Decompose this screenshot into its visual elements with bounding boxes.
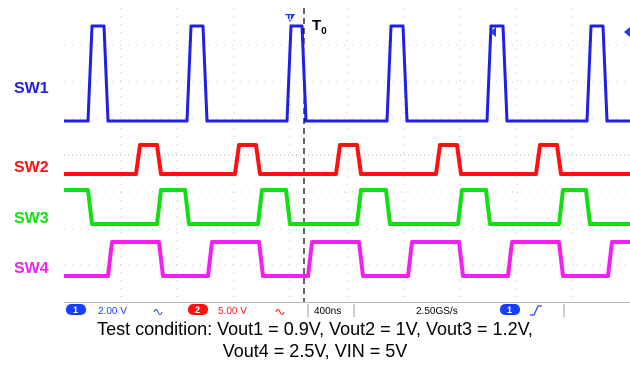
ch1-badge xyxy=(66,304,86,315)
oscilloscope-display: u T0 xyxy=(64,8,630,302)
waveform-sw3 xyxy=(64,188,630,226)
t0-label: T0 xyxy=(312,17,327,37)
trigger-readout[interactable]: 1 xyxy=(500,304,542,316)
trigger-arrow-icon xyxy=(285,14,295,22)
caption-line-2: Vout4 = 2.5V, VIN = 5V xyxy=(222,341,408,361)
waveform-sw4 xyxy=(64,240,630,278)
ch1-number: 1 xyxy=(73,305,78,315)
horizontal-position-arrow-icon xyxy=(490,27,496,37)
waveform-sw2 xyxy=(64,143,630,176)
trigger-channel-number: 1 xyxy=(507,305,512,315)
channel-label-sw1: SW1 xyxy=(14,80,49,97)
ch2-number: 2 xyxy=(195,305,200,315)
rising-edge-icon xyxy=(530,305,542,316)
ch2-scale-readout[interactable]: 2 5.00 V xyxy=(188,304,285,317)
ch2-scale: 5.00 V xyxy=(218,306,247,317)
ch2-badge xyxy=(188,304,208,315)
ch1-scale-readout[interactable]: 1 2.00 V xyxy=(66,304,163,317)
channel-label-sw4: SW4 xyxy=(14,260,49,277)
sample-rate-readout[interactable]: 2.50GS/s xyxy=(416,306,458,317)
figure-caption: Test condition: Vout1 = 0.9V, Vout2 = 1V… xyxy=(0,318,630,362)
waveform-area: u T0 xyxy=(64,8,630,302)
bandwidth-limit-icon xyxy=(275,309,285,315)
trigger-channel-badge xyxy=(500,304,520,315)
status-bar: 1 2.00 V 2 5.00 V 400ns 2.50GS/s 1 xyxy=(64,302,630,318)
channel-label-sw2: SW2 xyxy=(14,159,49,176)
right-edge-arrow-icon xyxy=(624,27,630,37)
waveform-sw1 xyxy=(64,24,630,123)
ch1-scale: 2.00 V xyxy=(98,306,127,317)
channel-label-sw3: SW3 xyxy=(14,210,49,227)
trigger-arrow-letter: u xyxy=(286,12,292,22)
caption-line-1: Test condition: Vout1 = 0.9V, Vout2 = 1V… xyxy=(97,319,533,339)
timebase-readout[interactable]: 400ns xyxy=(314,306,341,317)
trigger-position-marker: u xyxy=(285,12,295,22)
bandwidth-limit-icon xyxy=(153,309,163,315)
